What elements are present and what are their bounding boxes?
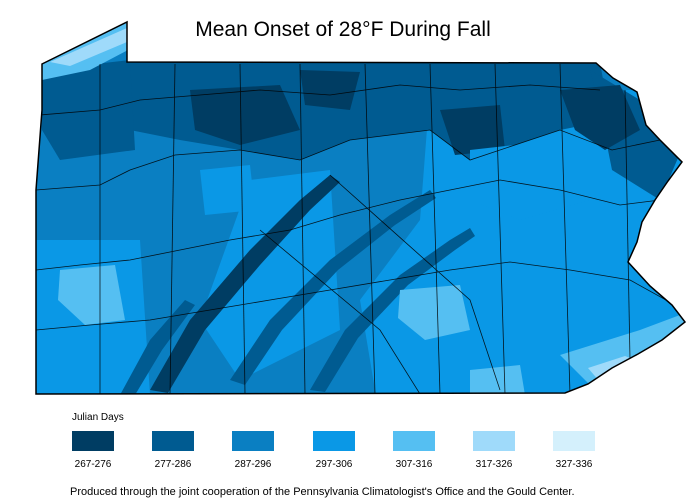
legend-label-5: 307-316 [395, 459, 433, 470]
legend-swatch-6 [473, 431, 515, 451]
legend-swatch-7 [553, 431, 595, 451]
legend-swatch-1 [72, 431, 114, 451]
legend-label-2: 277-286 [154, 459, 192, 470]
legend-swatch-4 [313, 431, 355, 451]
footer-credit: Produced through the joint cooperation o… [70, 486, 575, 498]
legend-title: Julian Days [72, 412, 124, 423]
legend-label-4: 297-306 [315, 459, 353, 470]
legend-label-7: 327-336 [555, 459, 593, 470]
legend-swatch-3 [232, 431, 274, 451]
legend-swatch-5 [393, 431, 435, 451]
map-title: Mean Onset of 28°F During Fall [195, 18, 491, 41]
county-boundaries [36, 63, 676, 394]
legend-label-3: 287-296 [234, 459, 272, 470]
legend-swatch-2 [152, 431, 194, 451]
legend-label-1: 267-276 [74, 459, 112, 470]
legend-label-6: 317-326 [475, 459, 513, 470]
